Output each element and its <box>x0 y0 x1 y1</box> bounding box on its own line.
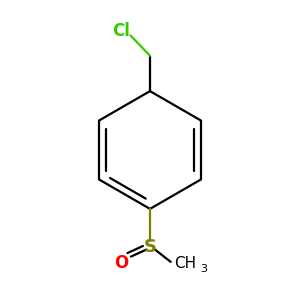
Text: CH: CH <box>174 256 196 271</box>
Text: 3: 3 <box>200 264 207 274</box>
Text: Cl: Cl <box>112 22 130 40</box>
Text: S: S <box>143 238 157 256</box>
Text: O: O <box>114 254 129 272</box>
